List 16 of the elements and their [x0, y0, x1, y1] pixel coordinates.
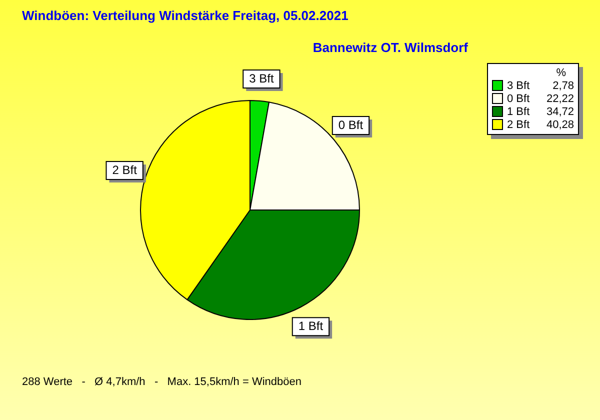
legend-label: 0 Bft: [507, 92, 530, 104]
slice-label: 0 Bft: [338, 118, 364, 132]
slice-label: 1 Bft: [298, 318, 324, 333]
text: 288 Werte - Ø 4,7km/h - Max. 15,5km/h = Windböen: [22, 376, 302, 388]
legend-label: 1 Bft: [507, 106, 530, 118]
data-label: 34,72: [546, 106, 574, 118]
legend-title: %: [555, 67, 567, 79]
chart-subtitle: Bannewitz OT. Wilmsdorf: [312, 40, 468, 55]
legend-label: 3 Bft: [507, 80, 530, 92]
chart-title: Windböen: Verteilung Windstärke Freitag, 05.02.2021: [22, 8, 348, 23]
slice-label: 2 Bft: [112, 162, 138, 177]
data-label: 22,22: [546, 92, 574, 104]
slice-label: 3 Bft: [249, 71, 274, 86]
data-label: 2,78: [552, 80, 574, 92]
legend-label: 2 Bft: [507, 118, 530, 130]
data-label: 40,28: [546, 118, 574, 130]
